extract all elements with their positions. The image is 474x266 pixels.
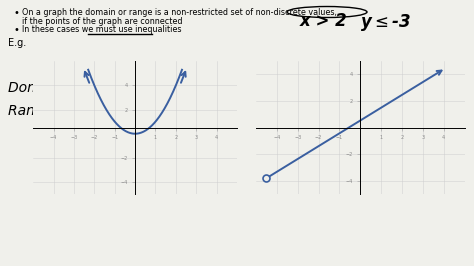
Text: !: ! xyxy=(216,81,220,91)
Text: E.g.: E.g. xyxy=(8,38,26,48)
Text: Domain  All reals: Domain All reals xyxy=(8,81,126,95)
Text: •: • xyxy=(14,8,20,18)
Text: y$\leq$-3: y$\leq$-3 xyxy=(360,12,411,33)
Text: x > 2: x > 2 xyxy=(300,12,348,30)
Text: In these cases we must use inequalities: In these cases we must use inequalities xyxy=(22,25,182,34)
Text: •: • xyxy=(14,25,20,35)
Text: Range    y≥0: Range y≥0 xyxy=(8,104,99,118)
Text: On a graph the domain or range is a non-restricted set of non-discrete values,: On a graph the domain or range is a non-… xyxy=(22,8,337,17)
Text: if the points of the graph are connected: if the points of the graph are connected xyxy=(22,17,182,26)
